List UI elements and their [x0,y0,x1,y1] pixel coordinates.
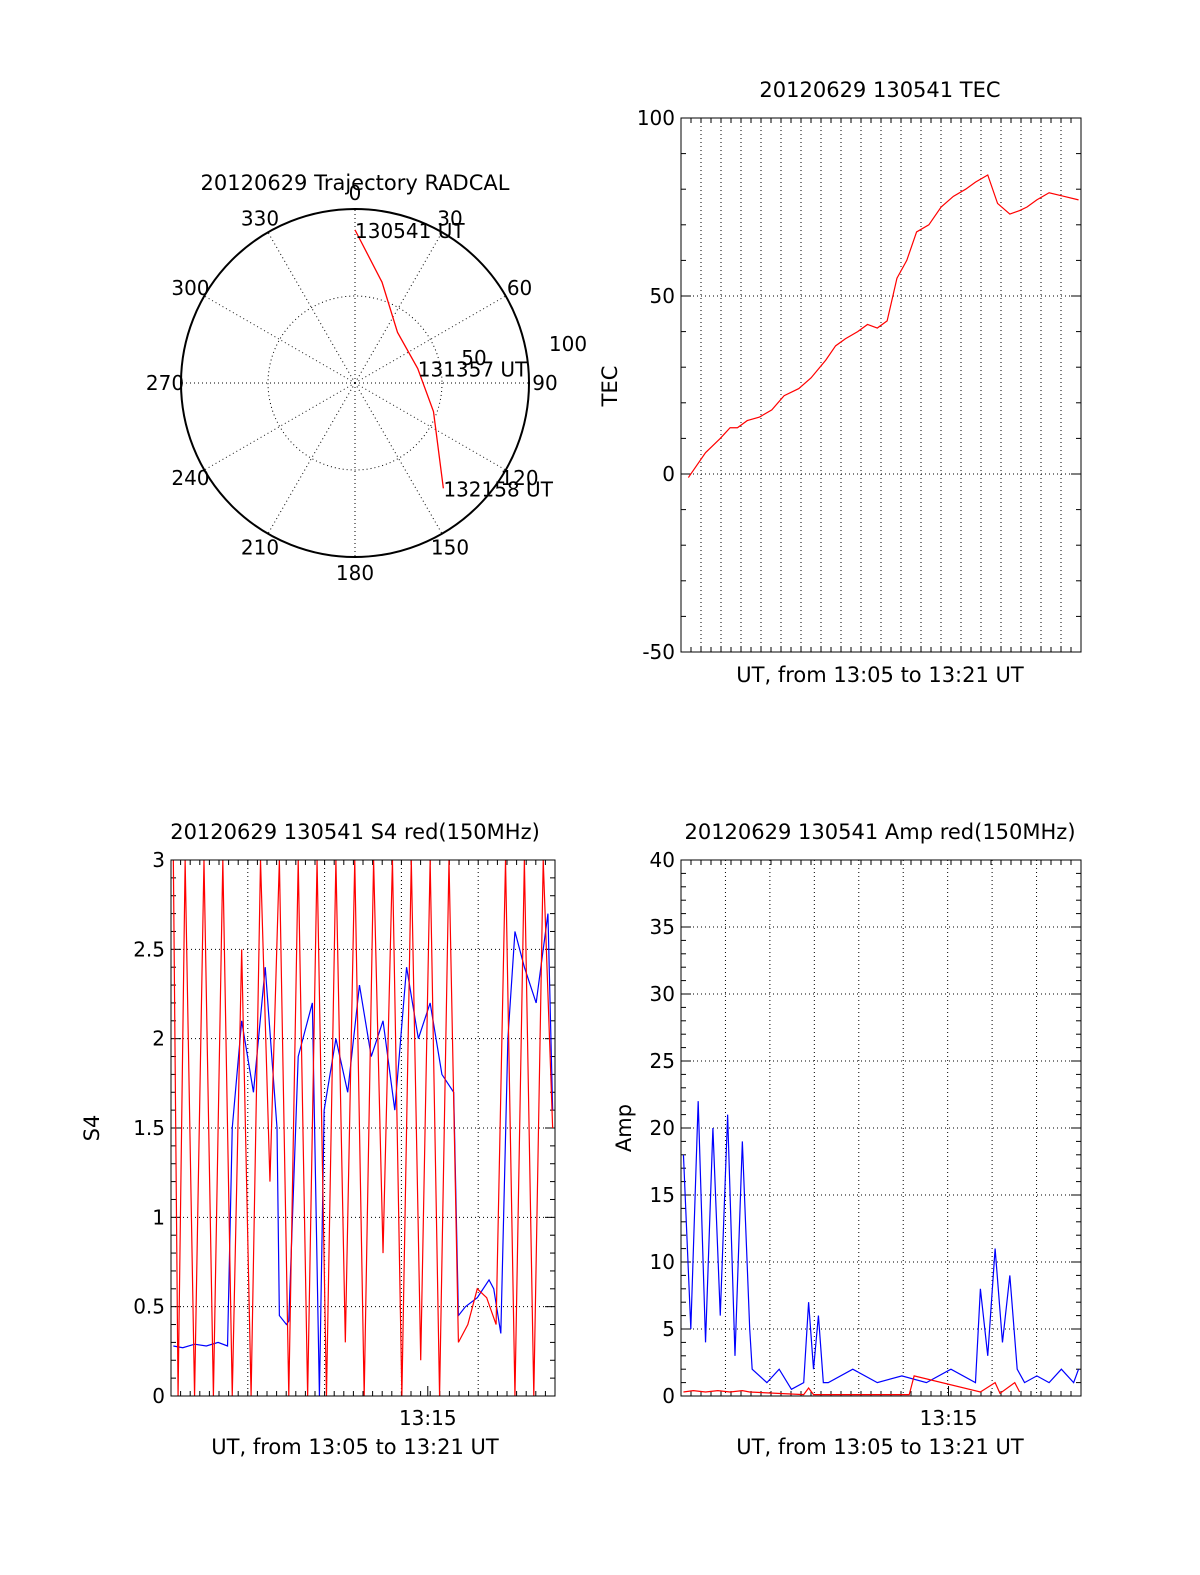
y-tick-label: 10 [650,1250,675,1274]
angle-label: 240 [171,466,209,490]
tec-panel: 20120629 130541 TEC UT, from 13:05 to 13… [598,78,1082,687]
angle-label: 0 [349,181,362,205]
angle-label: 180 [336,561,374,585]
inner-grid-circle [267,295,443,471]
y-tick-label: 3 [152,848,165,872]
series-line [172,860,554,1396]
radial-grid-line [354,382,443,534]
angle-label: 330 [241,206,279,230]
s4-xlabel: UT, from 13:05 to 13:21 UT [211,1435,499,1459]
amp-panel: 20120629 130541 Amp red(150MHz) UT, from… [612,820,1082,1459]
amp-axes: 0 5 10 15 20 25 30 35 40 13:15 [650,848,1082,1430]
s4-title: 20120629 130541 S4 red(150MHz) [170,820,540,844]
angle-label: 30 [437,206,462,230]
y-tick-label: 100 [637,106,675,130]
y-tick-label: 1 [152,1205,165,1229]
y-tick-label: 30 [650,982,675,1006]
angle-label: 60 [507,276,532,300]
trajectory-angle-labels: 0 30 60 90 120 150 180 210 240 270 300 330 [146,181,558,585]
radial-grid-line [204,382,356,471]
tec-xlabel: UT, from 13:05 to 13:21 UT [736,663,1024,687]
x-tick-label: 13:15 [399,1406,457,1430]
outer-circle [180,208,530,558]
trajectory-annotations: 130541 UT 131357 UT 132158 UT [355,219,554,501]
tec-ylabel: TEC [598,366,622,408]
radius-label-100: 100 [549,332,587,356]
y-tick-label: 0 [662,1384,675,1408]
trajectory-time-label: 132158 UT [443,477,553,501]
plot-frame [170,859,556,1397]
radius-label-50: 50 [461,346,486,370]
y-tick-label: 35 [650,915,675,939]
x-tick-label: 13:15 [920,1406,978,1430]
y-tick-label: 5 [662,1317,675,1341]
series-line [682,1101,1080,1391]
amp-xlabel: UT, from 13:05 to 13:21 UT [736,1435,1024,1459]
tec-title: 20120629 130541 TEC [759,78,1000,102]
y-tick-label: 0 [662,462,675,486]
s4-axes: 0 0.5 1 1.5 2 2.5 3 13:15 [133,848,556,1430]
angle-label: 90 [532,371,557,395]
y-tick-label: 0.5 [133,1295,165,1319]
trajectory-time-label: 130541 UT [355,219,465,243]
plot-frame [680,117,1082,653]
radial-grid-line [354,232,443,384]
amp-title: 20120629 130541 Amp red(150MHz) [684,820,1075,844]
angle-label: 150 [431,536,469,560]
s4-ylabel: S4 [80,1115,104,1142]
trajectory-time-label: 131357 UT [418,358,528,382]
y-tick-label: 15 [650,1183,675,1207]
y-tick-label: 2 [152,1027,165,1051]
y-tick-label: 20 [650,1116,675,1140]
angle-label: 270 [146,371,184,395]
trajectory-title: 20120629 Trajectory RADCAL [201,171,510,195]
s4-panel: 20120629 130541 S4 red(150MHz) UT, from … [80,820,556,1459]
radial-grid-line [354,382,506,471]
trajectory-line [354,229,445,489]
angle-label: 210 [241,536,279,560]
angle-label: 120 [500,466,538,490]
radial-grid-line [267,382,356,534]
y-tick-label: 0 [152,1384,165,1408]
angle-label: 300 [171,276,209,300]
y-tick-label: 25 [650,1049,675,1073]
y-tick-label: 40 [650,848,675,872]
tec-axes: -50 0 50 100 [637,106,1082,664]
radial-grid-line [267,232,356,384]
radial-grid-line [204,295,356,384]
trajectory-grid [180,208,530,558]
y-tick-label: -50 [642,640,675,664]
radial-grid-line [354,295,506,384]
series-line [687,174,1079,478]
plot-frame [680,859,1082,1397]
amp-ylabel: Amp [612,1104,636,1152]
trajectory-curve [354,229,445,489]
trajectory-panel: 20120629 Trajectory RADCAL 0 30 60 90 120 150… [146,171,587,585]
y-tick-label: 50 [650,284,675,308]
series-line [683,1375,1021,1396]
y-tick-label: 1.5 [133,1116,165,1140]
y-tick-label: 2.5 [133,937,165,961]
